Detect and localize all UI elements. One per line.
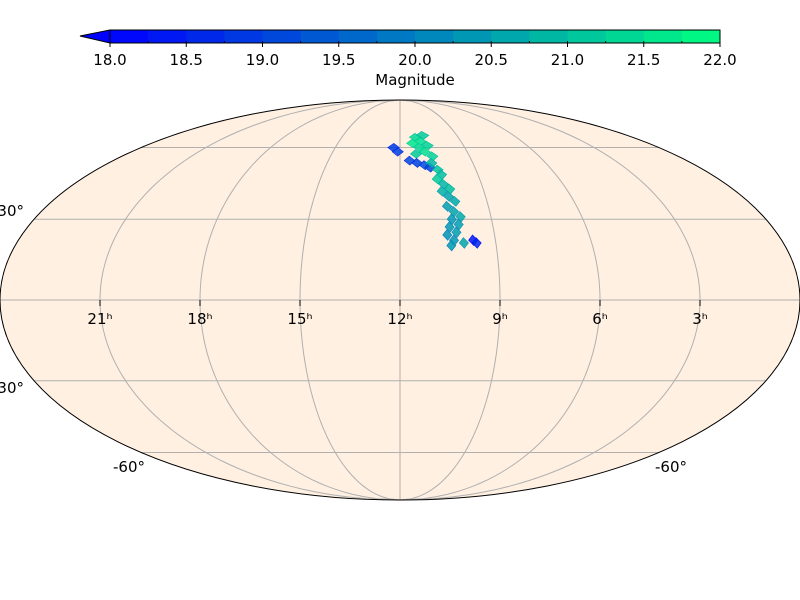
survey-tile	[446, 213, 457, 225]
dec-label-minus30-left: -30°	[0, 379, 24, 397]
survey-tile	[418, 147, 431, 157]
colorbar-tick-label: 18.0	[93, 51, 126, 69]
colorbar-ticks: 18.0 18.5 19.0 19.5 20.0 20.5 21.0 21.5 22.0	[93, 41, 737, 69]
survey-tile	[451, 226, 462, 239]
colorbar-tick-label: 21.5	[627, 51, 660, 69]
dec-label-minus60-left: -60°	[113, 458, 145, 476]
colorbar-tick-label: 19.0	[246, 51, 279, 69]
survey-tile	[441, 200, 453, 212]
survey-tile	[471, 237, 482, 249]
colorbar-tick-label: 22.0	[703, 51, 736, 69]
colorbar-tick-label: 18.5	[170, 51, 203, 69]
colorbar-extend-triangle	[79, 29, 111, 44]
ra-labels: 21ʰ 18ʰ 15ʰ 12ʰ 9ʰ 6ʰ 3ʰ	[87, 300, 708, 328]
survey-tile	[391, 147, 404, 157]
survey-tile	[444, 221, 455, 233]
colorbar-step	[148, 30, 187, 43]
colorbar-step	[338, 30, 378, 43]
ra-label: 9ʰ	[492, 310, 508, 328]
colorbar-tick-label: 20.5	[475, 51, 508, 69]
colorbar-step	[605, 30, 645, 43]
dec-label-minus60-right: -60°	[655, 458, 687, 476]
map-area: 21ʰ 18ʰ 15ʰ 12ʰ 9ʰ 6ʰ 3ʰ 30° -30° -60° -60°	[0, 99, 800, 501]
survey-tile	[406, 138, 419, 148]
ra-label: 6ʰ	[592, 310, 608, 328]
survey-tile	[446, 239, 457, 252]
colorbar-step	[415, 30, 454, 43]
colorbar-step	[110, 30, 149, 43]
colorbar-tick-label: 20.0	[398, 51, 431, 69]
colorbar-step	[186, 30, 225, 43]
ra-label: 3ʰ	[692, 310, 708, 328]
colorbar: 18.0 18.5 19.0 19.5 20.0 20.5 21.0 21.5 22.0 Mag…	[79, 29, 737, 89]
colorbar-step	[529, 30, 568, 43]
survey-tile	[436, 186, 448, 197]
colorbar-tick-label: 21.0	[551, 51, 584, 69]
survey-tile	[458, 237, 469, 249]
dec-label-30-left: 30°	[0, 202, 24, 220]
colorbar-step	[376, 30, 416, 43]
colorbar-step	[643, 30, 683, 43]
ra-label: 21ʰ	[87, 310, 112, 328]
survey-tile	[421, 140, 434, 151]
ra-label: 12ʰ	[387, 310, 412, 328]
colorbar-step	[262, 30, 302, 43]
survey-tile	[415, 131, 430, 140]
colorbar-gradient	[110, 30, 721, 43]
survey-tile	[453, 218, 464, 231]
survey-tile	[425, 157, 438, 168]
colorbar-step	[681, 30, 721, 43]
colorbar-tick-label: 19.5	[322, 51, 355, 69]
survey-tile	[443, 190, 454, 202]
colorbar-step	[567, 30, 607, 43]
colorbar-step	[300, 30, 340, 43]
colorbar-label: Magnitude	[375, 71, 454, 89]
colorbar-step	[491, 30, 530, 43]
survey-tile	[449, 195, 461, 207]
ra-label: 18ʰ	[187, 310, 212, 328]
survey-tile	[448, 205, 459, 218]
survey-tiles	[387, 131, 482, 252]
survey-tile	[455, 211, 466, 223]
dec-labels: 30° -30° -60° -60°	[0, 202, 687, 476]
map-outline	[0, 99, 800, 501]
colorbar-step	[224, 30, 263, 43]
colorbar-step	[453, 30, 492, 43]
survey-tile	[442, 229, 453, 241]
ra-label: 15ʰ	[287, 310, 312, 328]
